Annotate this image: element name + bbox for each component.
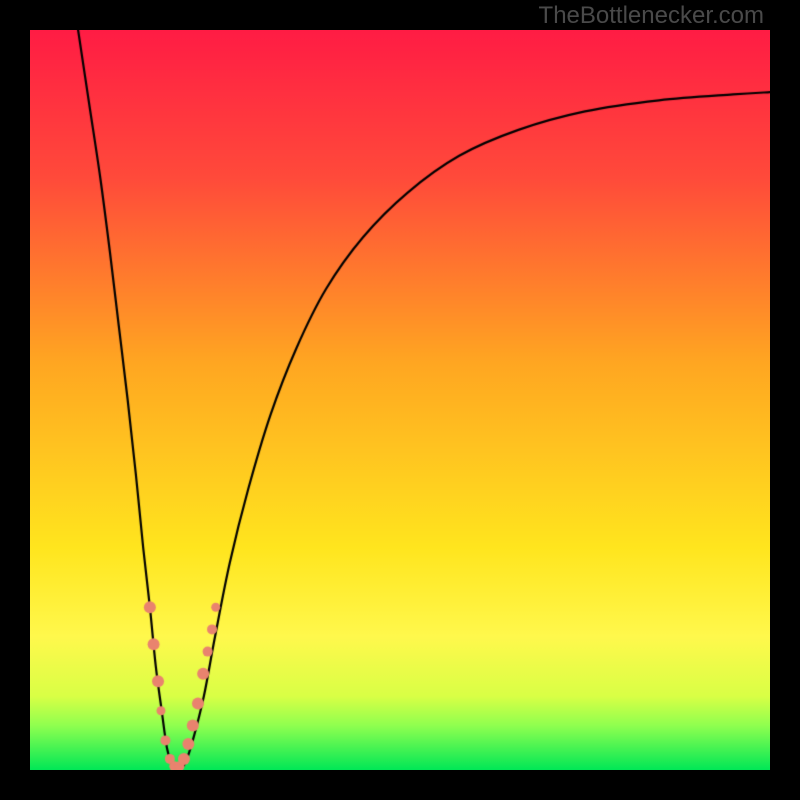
figure-root: TheBottlenecker.com [0, 0, 800, 800]
curves-canvas [30, 30, 770, 770]
plot-area [30, 30, 770, 770]
watermark-text: TheBottlenecker.com [539, 2, 764, 30]
